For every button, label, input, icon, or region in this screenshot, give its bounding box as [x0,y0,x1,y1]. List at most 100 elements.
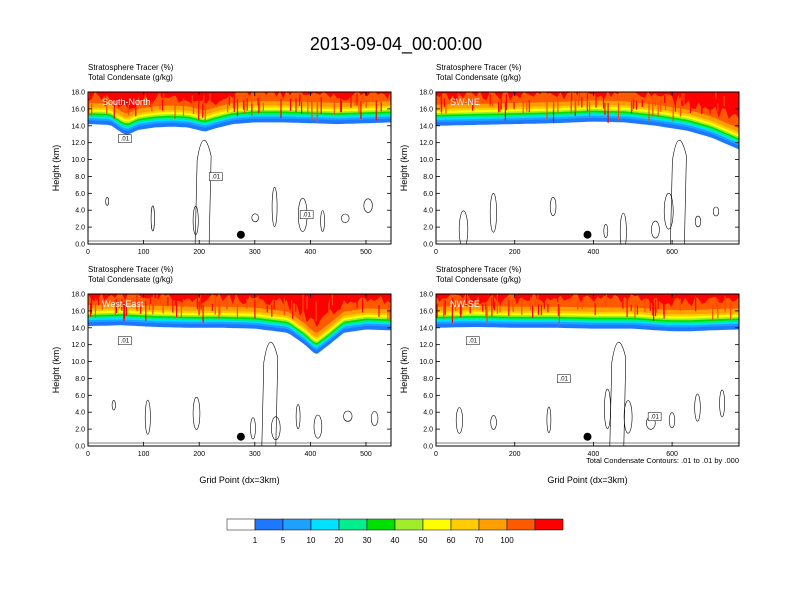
tracer-streak [521,297,523,316]
tracer-streak [236,303,238,319]
colorbar-swatch [478,518,508,531]
y-tick-label: 10.0 [419,359,433,366]
panel-header-label: Total Condensate (g/kg) [436,275,521,284]
tracer-streak [499,298,501,313]
contour-label-box [647,412,662,421]
tracer-streak [498,101,500,113]
y-axis-label: Height (km) [399,347,409,394]
chart-panel-1: 0.0 2.0 4.0 6.0 8.0 10.0 12.0 14.0 16.0 18.0 0 200 4… [399,63,740,256]
condensate-cell [490,415,497,430]
tracer-streak [440,98,443,108]
y-tick-label: 10.0 [71,157,85,164]
x-tick-label: 300 [249,249,261,256]
tracer-streak [460,299,462,318]
chart-panel-2: .01 0.0 2.0 4.0 6.0 8.0 10.0 12.0 14.0 16.0 18.0 0 1… [51,265,392,485]
tracer-streak [582,297,584,306]
tracer-streak [125,302,127,316]
tracer-streak [167,297,169,306]
x-tick-label: 0 [86,249,90,256]
colorbar-label: 20 [335,536,344,545]
y-tick-label: 4.0 [423,410,433,417]
tracer-streak [375,100,377,121]
y-tick-label: 2.0 [75,225,85,232]
tracer-streak [258,102,260,114]
y-tick-label: 16.0 [71,106,85,113]
tracer-streak [302,294,304,307]
colorbar-swatch [310,518,340,531]
tracer-streak [266,305,268,313]
tracer-streak [356,296,358,309]
condensate-cell [192,205,199,236]
tracer-streak [455,296,457,311]
tracer-streak [652,102,654,117]
tracer-streak [242,100,245,110]
condensate-cell [251,213,259,223]
tracer-streak [199,295,201,304]
y-tick-label: 6.0 [75,191,85,198]
tracer-streak [180,302,182,318]
tracer-streak [159,93,161,110]
tracer-streak [633,99,635,109]
location-marker [236,432,245,441]
tracer-streak [291,300,293,313]
x-tick-label: 400 [305,451,317,458]
tracer-streak [292,299,294,319]
tracer-streak [151,101,153,112]
tracer-streak [90,302,92,317]
y-tick-label: 10.0 [71,359,85,366]
y-tick-label: 6.0 [75,393,85,400]
x-tick-label: 500 [360,451,372,458]
y-tick-label: 2.0 [423,427,433,434]
tracer-streak [575,96,577,112]
tracer-streak [149,296,152,304]
y-tick-label: 14.0 [71,325,85,332]
tracer-streak [114,298,116,316]
tracer-streak [602,96,605,109]
tracer-streak [540,304,543,316]
tracer-streak [95,298,97,311]
y-tick-label: 18.0 [419,292,433,299]
tracer-streak [512,300,514,311]
tracer-streak [469,301,471,314]
tracer-streak [581,301,583,310]
tracer-streak [301,102,303,114]
tracer-streak [652,95,654,104]
y-axis-label: Height (km) [51,347,61,394]
tracer-streak [290,98,292,111]
tracer-streak [537,304,540,315]
condensate-cell [719,389,725,418]
contour-label: .01 [121,137,130,143]
figure-title: 2013-09-04_00:00:00 [310,34,482,55]
tracer-streak [174,294,176,306]
y-tick-label: 16.0 [419,106,433,113]
tracer-streak [634,303,636,319]
condensate-cell [144,399,151,435]
tracer-streak [546,101,548,119]
tracer-streak [453,93,455,102]
tracer-streak [246,98,248,111]
condensate-cell [651,220,660,239]
tracer-streak [472,98,474,111]
tracer-streak [476,297,478,307]
y-tick-label: 8.0 [75,174,85,181]
tracer-streak [136,296,138,312]
tracer-streak [202,305,204,323]
condensate-cell [694,215,702,228]
tracer-streak [251,103,253,113]
contour-label: .01 [650,415,659,421]
tracer-streak [715,297,717,308]
colorbar-label: 5 [281,536,286,545]
contour-label-box [299,210,314,219]
tracer-streak [654,97,656,106]
tracer-streak [354,94,356,106]
tracer-streak [472,98,474,105]
tracer-streak [162,303,164,314]
panels-group: .01 .01 .01 0.0 2.0 4.0 6.0 8.0 10.0 12.0 14.0 16.0… [51,63,740,485]
tracer-streak [641,99,643,107]
colorbar: 1 5 10 20 30 40 50 60 70 100 [226,518,564,545]
cloud-column-contour [609,341,627,446]
condensate-cell [341,213,350,223]
colorbar-swatch [394,518,424,531]
y-tick-label: 6.0 [423,191,433,198]
tracer-field [88,92,391,135]
